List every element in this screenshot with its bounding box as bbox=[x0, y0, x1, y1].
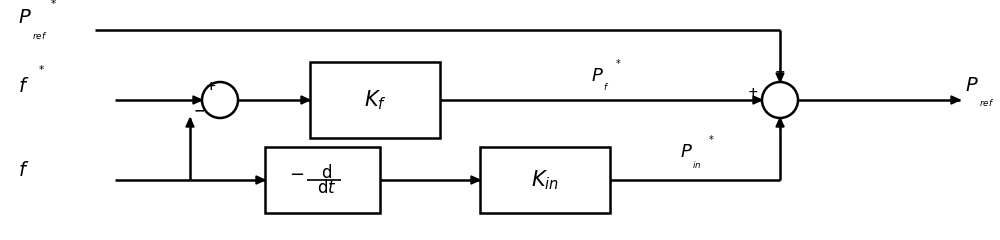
Text: +: + bbox=[775, 120, 785, 133]
Polygon shape bbox=[776, 118, 784, 127]
Circle shape bbox=[762, 82, 798, 118]
Bar bbox=[265, 147, 380, 213]
Text: $f$: $f$ bbox=[18, 161, 29, 180]
Text: $P$: $P$ bbox=[18, 9, 32, 27]
Text: $^*$: $^*$ bbox=[613, 59, 622, 73]
Text: $f$: $f$ bbox=[18, 77, 29, 96]
Polygon shape bbox=[186, 118, 194, 127]
Text: $P$: $P$ bbox=[965, 77, 979, 95]
Text: −: − bbox=[193, 104, 205, 118]
Text: $\mathrm{d}t$: $\mathrm{d}t$ bbox=[317, 179, 336, 197]
Text: $\mathrm{d}$: $\mathrm{d}$ bbox=[321, 164, 332, 182]
Polygon shape bbox=[471, 176, 480, 184]
Text: +: + bbox=[206, 80, 216, 93]
Text: $P$: $P$ bbox=[680, 143, 693, 161]
Polygon shape bbox=[776, 73, 784, 82]
Text: $P$: $P$ bbox=[591, 67, 604, 85]
Text: +: + bbox=[748, 86, 758, 99]
Bar bbox=[310, 62, 440, 138]
Polygon shape bbox=[951, 96, 960, 104]
Polygon shape bbox=[256, 176, 265, 184]
Polygon shape bbox=[193, 96, 202, 104]
Text: $^*$: $^*$ bbox=[706, 135, 715, 149]
Text: $K_{in}$: $K_{in}$ bbox=[531, 168, 559, 192]
Text: $_{ref}$: $_{ref}$ bbox=[979, 96, 994, 108]
Circle shape bbox=[202, 82, 238, 118]
Text: $^*$: $^*$ bbox=[48, 1, 57, 15]
Text: $-$: $-$ bbox=[289, 164, 304, 182]
Bar bbox=[480, 147, 610, 213]
Text: +: + bbox=[775, 66, 785, 79]
Text: $^*$: $^*$ bbox=[36, 67, 45, 81]
Text: $K_f$: $K_f$ bbox=[364, 88, 386, 112]
Polygon shape bbox=[301, 96, 310, 104]
Text: $_f$: $_f$ bbox=[603, 79, 609, 92]
Text: $_{in}$: $_{in}$ bbox=[692, 156, 702, 169]
Polygon shape bbox=[753, 96, 762, 104]
Text: $_{ref}$: $_{ref}$ bbox=[32, 28, 47, 41]
